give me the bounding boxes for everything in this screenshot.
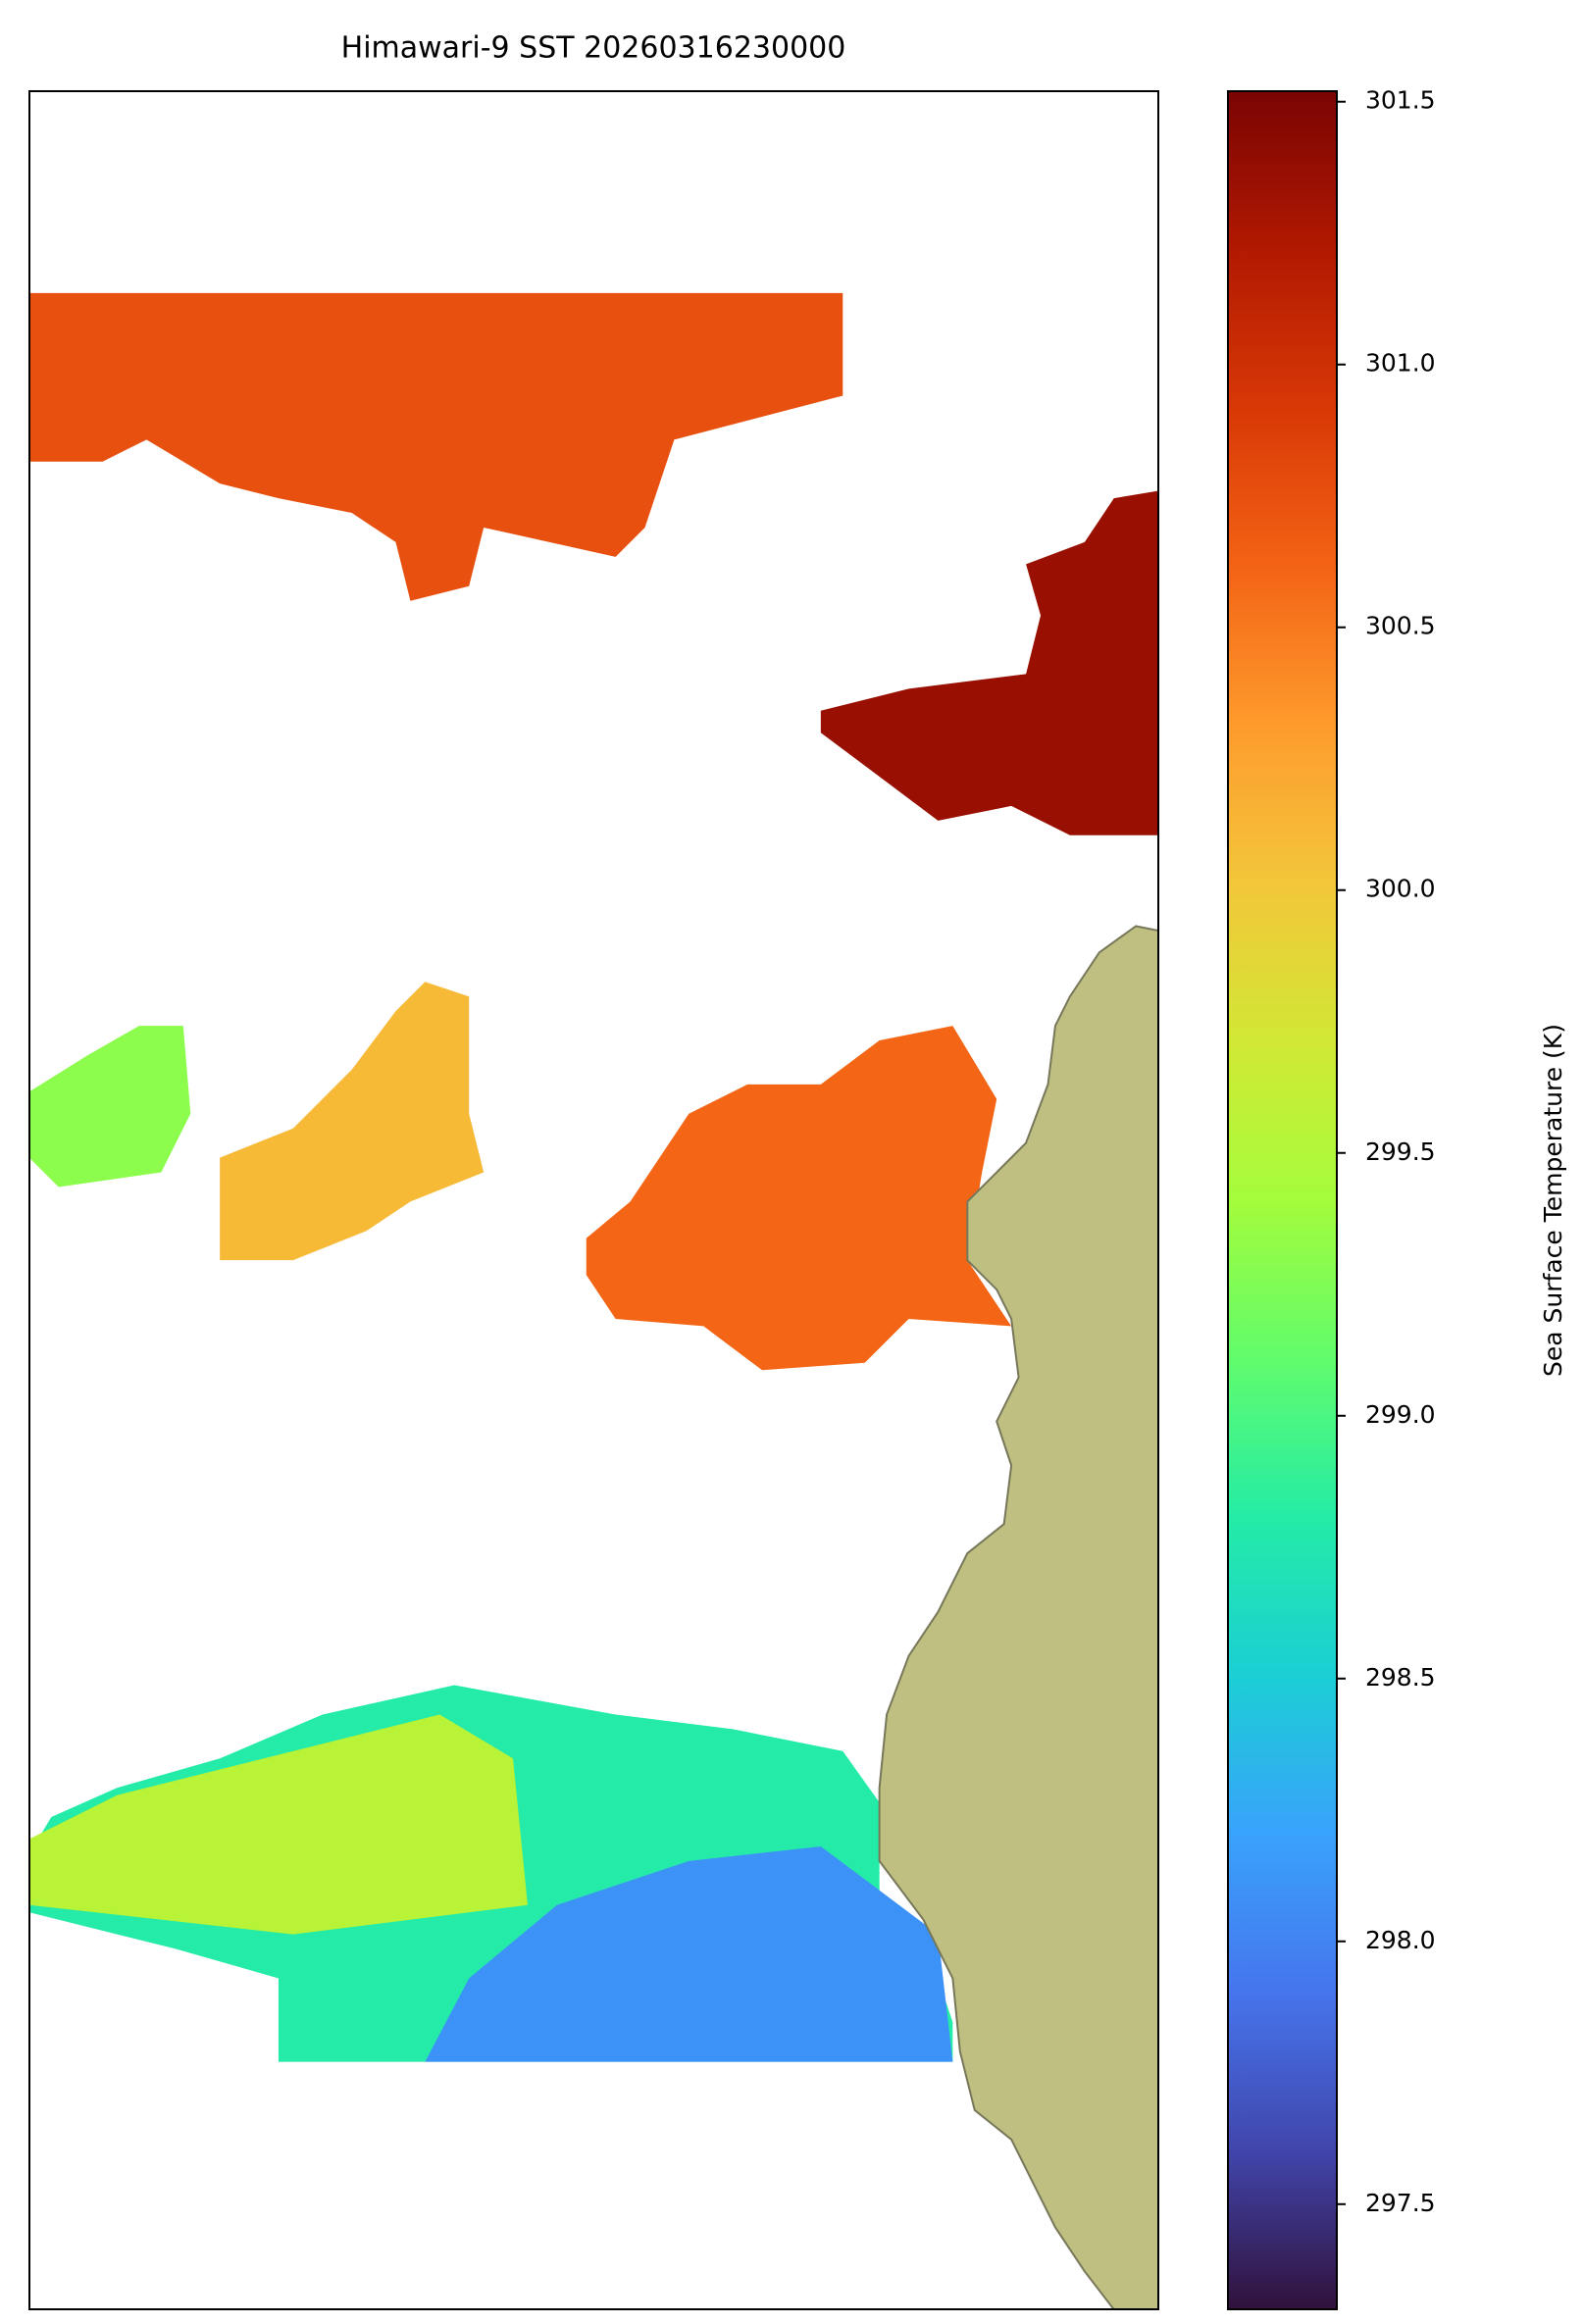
map-title: Himawari-9 SST 20260316230000: [341, 31, 846, 66]
land: [880, 923, 1158, 2309]
sst-region: [820, 490, 1158, 835]
colorbar-tick-label: 301.0: [1365, 349, 1436, 378]
sst-region: [29, 1714, 528, 1935]
colorbar-tick-label: 300.0: [1365, 875, 1436, 903]
colorbar-tick-label: 299.5: [1365, 1137, 1436, 1166]
sst-region: [425, 1845, 953, 2062]
colorbar-tick-label: 301.5: [1365, 86, 1436, 115]
colorbar-label: Sea Surface Temperature (K): [1539, 1024, 1567, 1377]
map-area: [29, 292, 1158, 2309]
colorbar-tick-label: 300.5: [1365, 612, 1436, 640]
sst-region: [586, 1026, 1012, 1371]
sst-region: [29, 1026, 191, 1187]
sst-region: [220, 982, 485, 1261]
colorbar-tick-label: 297.5: [1365, 2189, 1436, 2217]
sst-region: [29, 292, 843, 601]
colorbar-tick-label: 298.0: [1365, 1926, 1436, 1954]
map-frame: [28, 90, 1159, 2310]
colorbar: [1227, 90, 1338, 2310]
colorbar-tick-label: 298.5: [1365, 1663, 1436, 1692]
colorbar-tick-label: 299.0: [1365, 1400, 1436, 1429]
